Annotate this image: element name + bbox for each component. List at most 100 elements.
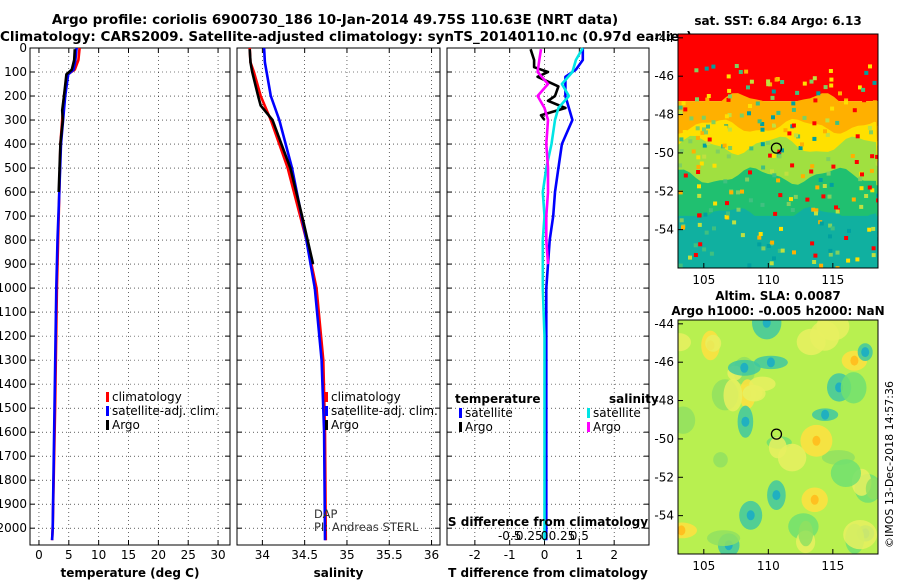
sst-pixel: [709, 251, 714, 256]
sst-pixel: [747, 263, 752, 268]
sst-pixel: [854, 160, 859, 164]
y-tick-label: 1100: [0, 305, 27, 319]
sst-pixel: [723, 125, 728, 130]
y-tick-label: 1600: [0, 425, 27, 439]
sst-pixel: [844, 100, 848, 105]
series-line-satellite-adj-clim-: [50, 47, 78, 541]
sst-pixel: [772, 123, 776, 128]
series-line-satellite-adj-clim-: [262, 47, 327, 541]
sst-pixel: [792, 250, 796, 255]
map-y-tick-label: -48: [654, 394, 674, 408]
sst-pixel: [812, 260, 817, 264]
map-x-tick-label: 105: [692, 273, 715, 287]
sst-pixel: [826, 171, 831, 176]
pi-label: PI: Andreas STERL: [314, 520, 419, 534]
sst-pixel: [696, 155, 701, 160]
y-tick-label: 300: [4, 113, 27, 127]
y-tick-label: 1400: [0, 377, 27, 391]
sst-pixel: [698, 242, 703, 247]
s-tick-label: -0.5: [498, 529, 521, 543]
sst-pixel: [768, 153, 773, 158]
sst-pixel: [723, 179, 728, 184]
sst-pixel: [829, 77, 834, 82]
sst-pixel: [871, 246, 876, 251]
sst-pixel: [696, 164, 701, 169]
legend-label: satellite: [465, 406, 513, 420]
sst-pixel: [760, 127, 765, 132]
sst-pixel: [808, 91, 813, 96]
sst-pixel: [855, 134, 860, 139]
sst-pixel: [761, 246, 766, 251]
x-tick-label: 2: [610, 548, 618, 562]
chart-title-line-1: Argo profile: coriolis 6900730_186 10-Ja…: [51, 12, 619, 28]
sst-pixel: [708, 208, 713, 213]
sst-pixel: [812, 76, 817, 81]
x-tick-label: -1: [504, 548, 516, 562]
s-tick-label: 0.5: [570, 529, 589, 543]
sst-pixel: [809, 79, 814, 84]
sst-pixel: [789, 197, 793, 202]
sst-pixel: [761, 165, 766, 170]
sst-pixel: [727, 113, 732, 118]
sst-pixel: [776, 178, 781, 183]
sst-pixel: [711, 64, 716, 69]
x-tick-label: 35.5: [376, 548, 403, 562]
series-line-s-satellite: [541, 47, 584, 541]
sst-pixel: [864, 194, 869, 198]
sst-pixel: [796, 134, 801, 139]
sst-pixel: [802, 115, 807, 120]
sst-pixel: [726, 154, 731, 159]
y-tick-label: 500: [4, 161, 27, 175]
sst-pixel: [868, 64, 872, 69]
sst-pixel: [702, 143, 707, 148]
sst-pixel: [829, 83, 834, 88]
sst-pixel: [812, 121, 817, 126]
chart-title-line-2: Climatology: CARS2009. Satellite-adjuste…: [0, 29, 693, 45]
legend-label: Argo: [593, 420, 621, 434]
map-y-tick-label: -54: [654, 509, 674, 523]
y-tick-label: 1000: [0, 281, 27, 295]
sst-pixel: [774, 77, 779, 82]
sla-blob-core: [740, 362, 749, 373]
map-field: [678, 320, 878, 554]
sst-pixel: [846, 258, 851, 263]
sst-pixel: [697, 213, 702, 218]
sst-pixel: [696, 170, 701, 174]
legend-swatch: [106, 392, 109, 402]
map-y-tick-label: -44: [654, 31, 674, 45]
sst-pixel: [835, 120, 840, 125]
sst-pixel: [726, 97, 731, 102]
sla-blob-core: [821, 409, 830, 420]
legend-label: satellite-adj. clim.: [331, 404, 438, 418]
legend-label: climatology: [331, 390, 401, 404]
sst-pixel: [830, 106, 835, 111]
s-tick-label: -0.25: [512, 529, 543, 543]
sla-map-title-line-1: Altim. SLA: 0.0087: [715, 289, 841, 303]
map-y-tick-label: -52: [654, 470, 674, 484]
sst-pixel: [791, 107, 796, 112]
sst-pixel: [871, 226, 876, 231]
x-tick-label: 34: [255, 548, 270, 562]
legend-salinity-title: salinity: [609, 392, 659, 406]
sst-pixel: [757, 242, 762, 247]
map-x-tick-label: 115: [821, 559, 844, 573]
sst-pixel: [809, 169, 814, 174]
sst-pixel: [872, 100, 877, 105]
sst-pixel: [810, 164, 815, 169]
sst-pixel: [725, 201, 729, 206]
sst-pixel: [786, 202, 791, 206]
sla-blob: [707, 530, 741, 546]
panel-sst-map: 105 110 115 -44 -46 -48 -50 -52 -54 sat. SST: 6.8…: [654, 14, 879, 287]
y-tick-label: 1700: [0, 449, 27, 463]
sst-pixel: [787, 131, 792, 136]
sst-pixel: [835, 209, 840, 214]
sst-pixel: [872, 80, 877, 85]
sst-pixel: [748, 104, 752, 108]
x-tick-label: 0: [541, 548, 549, 562]
sst-pixel: [860, 172, 864, 177]
sst-pixel: [867, 185, 872, 190]
x-tick-label: 36: [424, 548, 439, 562]
sst-pixel: [790, 208, 795, 212]
sst-pixel: [870, 154, 875, 159]
sst-pixel: [713, 201, 718, 206]
